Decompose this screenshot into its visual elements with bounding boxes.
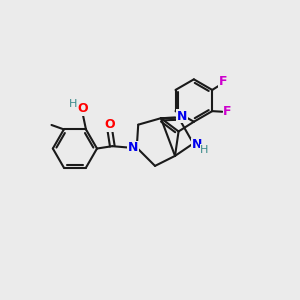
Text: N: N xyxy=(192,139,202,152)
Text: H: H xyxy=(200,145,209,155)
Text: H: H xyxy=(68,99,77,109)
Text: F: F xyxy=(219,76,227,88)
Text: O: O xyxy=(105,118,115,131)
Text: F: F xyxy=(223,105,232,118)
Text: O: O xyxy=(78,102,88,115)
Text: N: N xyxy=(177,110,187,123)
Text: N: N xyxy=(128,141,138,154)
